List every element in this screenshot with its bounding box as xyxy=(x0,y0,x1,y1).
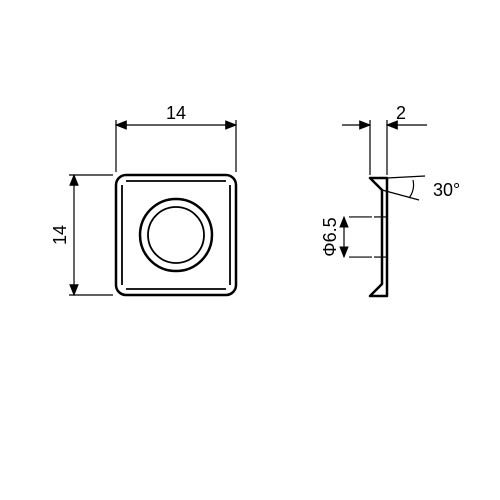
dim-thickness-label: 2 xyxy=(396,103,406,123)
dim-height-label: 14 xyxy=(50,225,70,245)
dim-width-label: 14 xyxy=(166,103,186,123)
hole-inner xyxy=(148,207,204,263)
technical-drawing: 14 14 2 30° Φ6.5 xyxy=(0,0,500,500)
dim-angle-label: 30° xyxy=(433,180,460,200)
front-outline xyxy=(116,175,236,295)
hole-outer xyxy=(140,199,212,271)
dim-hole-label: Φ6.5 xyxy=(320,217,340,256)
side-profile xyxy=(370,178,387,296)
